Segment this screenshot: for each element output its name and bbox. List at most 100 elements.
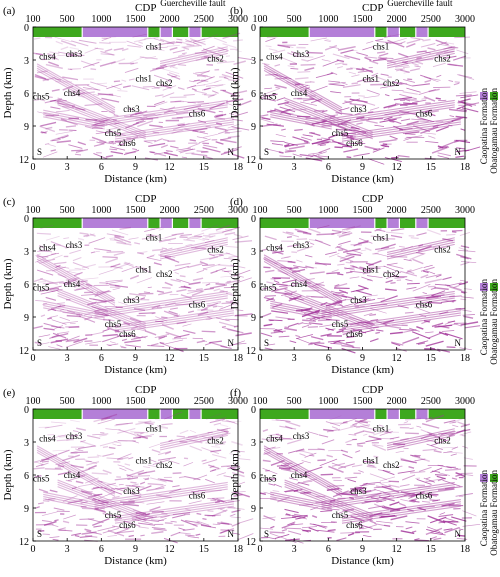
south-label: S: [37, 147, 42, 157]
panel-letter: (a): [3, 5, 16, 17]
channel-label: chs3: [123, 104, 140, 114]
distance-tick-label: 0: [31, 544, 36, 555]
channel-label: chs6: [119, 138, 136, 148]
cdp-tick-label: 100: [26, 14, 41, 25]
distance-tick-label: 9: [360, 353, 365, 364]
seismic-section: [260, 225, 481, 354]
seismic-section: [260, 33, 481, 165]
formation-segment: [387, 27, 400, 37]
distance-tick-label: 0: [258, 162, 263, 173]
distance-tick-label: 15: [199, 162, 209, 173]
channel-label: chs4: [266, 242, 283, 252]
channel-label: chs1: [363, 264, 380, 274]
seismic-section: [33, 224, 253, 353]
channel-label: chs1: [373, 233, 390, 243]
cdp-axis-title: CDP: [135, 384, 156, 396]
distance-tick-label: 6: [326, 162, 331, 173]
formation-segment: [399, 27, 416, 37]
panel-letter: (c): [3, 196, 16, 208]
channel-label: chs5: [260, 283, 277, 293]
channel-label: chs2: [207, 436, 224, 446]
cdp-tick-label: 100: [26, 396, 41, 407]
cdp-tick-label: 2500: [194, 396, 214, 407]
depth-tick-label: 6: [24, 280, 29, 291]
channel-label: chs2: [434, 245, 451, 255]
channel-label: chs3: [350, 295, 367, 305]
formation-segment: [172, 27, 189, 37]
formation-segment: [188, 409, 202, 419]
cdp-tick-label: 500: [287, 205, 302, 216]
depth-tick-label: 6: [251, 280, 256, 291]
south-label: S: [37, 529, 42, 539]
formation-segment: [201, 218, 238, 228]
legend-label: Obatogamau Formation: [489, 88, 499, 174]
distance-tick-label: 18: [460, 162, 470, 173]
channel-label: chs4: [291, 279, 308, 289]
legend-swatch: [490, 92, 498, 100]
channel-label: chs4: [39, 242, 56, 252]
distance-tick-label: 12: [165, 162, 175, 173]
channel-label: chs3: [350, 486, 367, 496]
channel-label: chs3: [293, 49, 310, 59]
cdp-tick-label: 2000: [160, 396, 180, 407]
channel-label: chs5: [332, 128, 349, 138]
cdp-tick-label: 3000: [455, 396, 475, 407]
formation-segment: [188, 27, 202, 37]
distance-tick-label: 3: [292, 353, 297, 364]
legend-label: Caopatina Formation: [479, 88, 489, 165]
cdp-tick-label: 2000: [160, 205, 180, 216]
depth-tick-label: 9: [24, 313, 29, 324]
distance-tick-label: 3: [65, 544, 70, 555]
channel-label: chs6: [119, 520, 136, 530]
cdp-tick-label: 2500: [194, 205, 214, 216]
legend-swatch: [480, 92, 488, 100]
formation-segment: [415, 409, 429, 419]
channel-label: chs4: [64, 88, 81, 98]
distance-tick-label: 12: [165, 353, 175, 364]
depth-tick-label: 12: [246, 346, 256, 357]
cdp-tick-label: 1000: [318, 14, 338, 25]
depth-tick-label: 12: [19, 537, 29, 548]
formation-segment: [201, 27, 238, 37]
channel-label: chs6: [346, 329, 363, 339]
legend-swatch: [490, 283, 498, 291]
depth-tick-label: 9: [24, 504, 29, 515]
cdp-tick-label: 3000: [228, 14, 248, 25]
legend-layer: Caopatina Formation Obatogamau FormationC…: [479, 88, 499, 556]
cdp-tick-label: 1500: [126, 396, 146, 407]
channel-label: chs3: [66, 240, 83, 250]
formation-segment: [160, 218, 173, 228]
north-label: N: [455, 147, 462, 157]
distance-tick-label: 9: [360, 162, 365, 173]
legend-label: Caopatina Formation: [479, 470, 489, 547]
depth-tick-label: 12: [19, 346, 29, 357]
formation-segment: [147, 218, 161, 228]
panel-letter: (b): [230, 5, 243, 17]
cdp-tick-label: 500: [287, 396, 302, 407]
channel-label: chs6: [189, 491, 206, 501]
depth-tick-label: 9: [251, 313, 256, 324]
distance-tick-label: 18: [460, 544, 470, 555]
depth-axis-label: Depth (km): [229, 258, 241, 309]
cdp-tick-label: 1500: [126, 205, 146, 216]
depth-tick-label: 0: [24, 214, 29, 225]
formation-segment: [387, 218, 400, 228]
formation-segment: [428, 409, 465, 419]
distance-tick-label: 9: [133, 544, 138, 555]
cdp-tick-label: 1000: [318, 396, 338, 407]
distance-tick-label: 12: [165, 544, 175, 555]
distance-tick-label: 12: [392, 544, 402, 555]
formation-segment: [399, 218, 416, 228]
channel-label: chs5: [33, 474, 50, 484]
channel-label: chs3: [293, 240, 310, 250]
channel-label: chs1: [363, 455, 380, 465]
channel-label: chs4: [64, 470, 81, 480]
cdp-tick-label: 100: [253, 396, 268, 407]
depth-tick-label: 3: [24, 56, 29, 67]
depth-tick-label: 6: [251, 89, 256, 100]
channel-label: chs3: [66, 49, 83, 59]
